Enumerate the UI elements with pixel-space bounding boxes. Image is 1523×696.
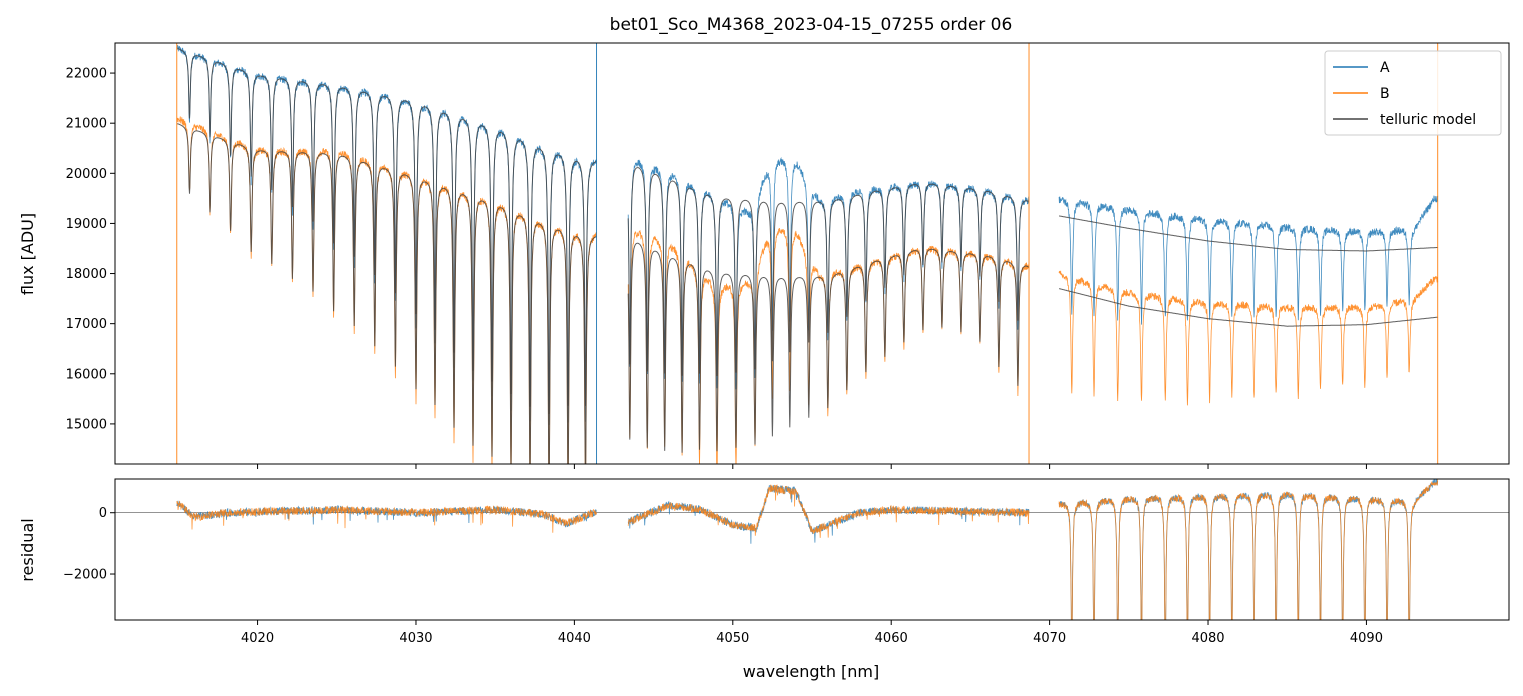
main-y-tick-label: 20000 <box>66 167 107 182</box>
telluric-model-lower-segment-2 <box>627 242 1030 453</box>
telluric-model-upper-segment-1 <box>176 48 597 415</box>
legend-label-telluric: telluric model <box>1380 112 1476 128</box>
residual-y-tick-label: 0 <box>99 506 107 521</box>
residual-y-axis: −2000 0 <box>63 506 115 583</box>
legend-frame <box>1324 50 1502 136</box>
telluric-model-lower-segment-1 <box>176 123 597 464</box>
series-a-segment-3 <box>1058 195 1439 325</box>
legend-label-b: B <box>1380 86 1390 102</box>
x-tick-label: 4070 <box>1033 631 1066 646</box>
main-y-tick-label: 15000 <box>66 417 107 432</box>
telluric-model-upper-segment-2 <box>627 167 1030 377</box>
x-tick-label: 4090 <box>1350 631 1383 646</box>
residual-panel: −20000 4020 4030 4040 4050 4060 4070 4080 4090 … <box>18 478 1510 681</box>
residual-plot-area <box>115 479 1509 620</box>
main-y-axis-label: flux [ADU] <box>18 213 37 295</box>
residual-axes-frame <box>114 478 1510 621</box>
main-plot-area <box>176 43 1439 464</box>
main-y-tick-label: 19000 <box>66 217 107 232</box>
chart-title: bet01_Sco_M4368_2023-04-15_07255 order 0… <box>610 15 1013 35</box>
x-tick-label: 4080 <box>1191 631 1224 646</box>
series-b-segment-3 <box>1058 270 1439 406</box>
x-tick-label: 4040 <box>558 631 591 646</box>
residual-b-segment-3 <box>1058 479 1439 620</box>
residual-x-axis: 4020 4030 4040 4050 4060 4070 4080 4090 <box>241 620 1383 646</box>
legend: A B telluric model <box>1324 50 1502 136</box>
residual-y-axis-label: residual <box>18 518 37 581</box>
residual-b-segment-2 <box>627 484 1030 538</box>
main-y-tick-label: 22000 <box>66 67 107 82</box>
x-tick-label: 4050 <box>716 631 749 646</box>
main-y-tick-label: 18000 <box>66 267 107 282</box>
x-tick-label: 4060 <box>875 631 908 646</box>
residual-b-segment-1 <box>176 500 597 533</box>
main-x-axis-ticks <box>257 464 1367 469</box>
main-axes-frame <box>114 42 1510 465</box>
main-y-tick-label: 17000 <box>66 317 107 332</box>
main-y-tick-label: 21000 <box>66 117 107 132</box>
main-panel: 15000 16000 17000 18000 19000 20000 21000 22000… <box>18 42 1510 469</box>
x-axis-label: wavelength [nm] <box>743 662 880 681</box>
x-tick-label: 4020 <box>241 631 274 646</box>
series-b-segment-1 <box>176 116 597 464</box>
telluric-model-upper-segment-3 <box>1058 215 1438 252</box>
x-tick-label: 4030 <box>399 631 432 646</box>
telluric-model-lower-segment-3 <box>1058 288 1438 327</box>
main-y-tick-label: 16000 <box>66 367 107 382</box>
residual-y-tick-label: −2000 <box>63 568 107 583</box>
legend-label-a: A <box>1380 60 1390 76</box>
main-y-axis: 15000 16000 17000 18000 19000 20000 21000 22000 <box>66 67 115 432</box>
